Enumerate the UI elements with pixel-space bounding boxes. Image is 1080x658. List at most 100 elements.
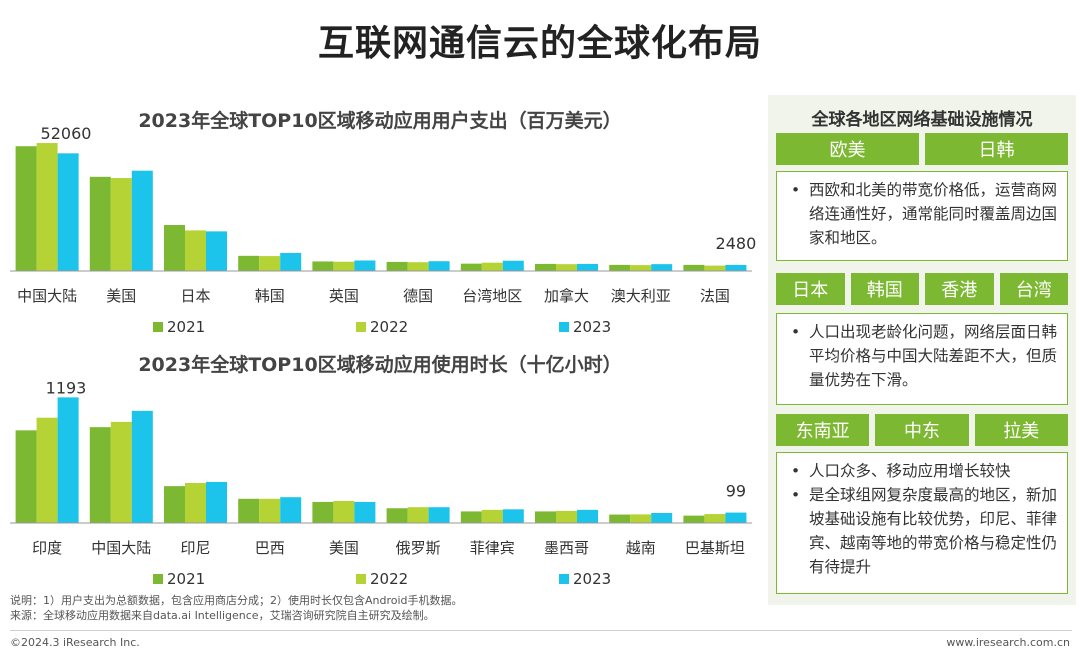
desc-east-asia: 人口出现老龄化问题，网络层面日韩平均价格与中国大陆差距不大，但质量优势在下滑。 — [776, 313, 1068, 405]
bar-series-2023 — [428, 261, 450, 271]
bar-series-2023 — [206, 231, 227, 271]
bar-series-2023 — [131, 170, 153, 271]
data-label-first: 1193 — [46, 378, 87, 397]
category-label: 印度 — [32, 539, 62, 557]
legend-label-series-2022: 2022 — [370, 318, 408, 336]
bar-series-2023 — [354, 501, 376, 523]
category-label: 澳大利亚 — [611, 287, 671, 305]
bar-series-2021 — [15, 146, 37, 271]
bar-series-2023 — [57, 153, 79, 271]
bar-series-2023 — [725, 264, 747, 271]
legend-label-series-2021: 2021 — [167, 570, 205, 588]
bar-series-2021 — [312, 261, 334, 271]
tag-hongkong: 香港 — [925, 273, 994, 305]
bar-series-2023 — [577, 263, 598, 271]
desc-point: 人口出现老龄化问题，网络层面日韩平均价格与中国大陆差距不大，但质量优势在下滑。 — [787, 320, 1057, 392]
footer-copyright: ©2024.3 iResearch Inc. — [10, 636, 140, 649]
desc-emerging: 人口众多、移动应用增长较快 是全球组网复杂度最高的地区，新加坡基础设施有比较优势… — [776, 452, 1068, 594]
bar-series-2021 — [238, 498, 260, 523]
tag-row-emerging: 东南亚 中东 拉美 — [776, 414, 1068, 446]
category-label: 德国 — [403, 287, 433, 305]
desc-europe-america: 西欧和北美的带宽价格低，运营商网络连通性好，通常能同时覆盖周边国家和地区。 — [776, 171, 1068, 261]
category-label: 俄罗斯 — [396, 539, 441, 557]
bar-series-2023 — [502, 509, 524, 523]
category-label: 加拿大 — [544, 287, 589, 305]
bar-series-2022 — [556, 264, 577, 271]
category-label: 菲律宾 — [470, 539, 515, 557]
legend-swatch-series-2022 — [356, 574, 366, 584]
bar-series-2022 — [407, 262, 429, 271]
bar-series-2022 — [630, 514, 652, 523]
bar-series-2022 — [630, 265, 652, 271]
bar-series-2021 — [89, 176, 111, 271]
bar-series-2021 — [15, 430, 37, 523]
category-label: 法国 — [700, 287, 730, 305]
bar-series-2022 — [259, 498, 281, 523]
chart-title-usage-time: 2023年全球TOP10区域移动应用使用时长（十亿小时） — [138, 354, 622, 376]
category-label: 越南 — [626, 539, 656, 557]
category-label: 巴西 — [255, 539, 285, 557]
category-label: 英国 — [329, 287, 359, 305]
data-label-last: 2480 — [716, 234, 757, 253]
bar-series-2022 — [36, 417, 58, 523]
desc-point: 是全球组网复杂度最高的地区，新加坡基础设施有比较优势，印尼、菲律宾、越南等地的带… — [787, 483, 1057, 579]
bar-series-2022 — [36, 143, 58, 271]
bar-series-2021 — [460, 263, 482, 271]
category-label: 中国大陆 — [91, 539, 151, 557]
bar-series-2023 — [280, 252, 302, 271]
usage-time-bar-chart: 印度 中国大陆 印尼 巴西 美国 俄罗斯 菲律宾 墨西哥 越南 巴基斯坦 1193 99 2021 202… — [10, 378, 752, 588]
bar-series-2023 — [280, 497, 302, 523]
tag-taiwan: 台湾 — [999, 273, 1068, 305]
bar-series-2021 — [89, 427, 111, 523]
infrastructure-panel: 全球各地区网络基础设施情况 欧美 日韩 西欧和北美的带宽价格低，运营商网络连通性… — [768, 95, 1076, 605]
bar-series-2022 — [110, 178, 132, 271]
bar-series-2022 — [259, 256, 281, 271]
bar-series-2023 — [577, 509, 598, 523]
tag-europe-america: 欧美 — [776, 133, 919, 165]
data-label-first: 52060 — [41, 124, 92, 143]
bar-series-2021 — [683, 515, 705, 523]
bar-series-2023 — [502, 260, 524, 271]
chart-title-user-spending: 2023年全球TOP10区域移动应用用户支出（百万美元） — [138, 110, 622, 132]
bar-series-2022 — [704, 265, 726, 271]
bar-series-2021 — [683, 264, 705, 271]
tag-japan: 日本 — [776, 273, 845, 305]
bar-series-2022 — [481, 509, 503, 523]
category-label: 日本 — [180, 287, 210, 305]
bar-series-2021 — [164, 486, 185, 523]
tag-latin-america: 拉美 — [974, 414, 1068, 446]
bar-series-2022 — [185, 230, 206, 271]
bar-series-2022 — [110, 421, 132, 523]
legend-swatch-series-2021 — [153, 322, 163, 332]
legend-swatch-series-2023 — [559, 322, 569, 332]
bar-series-2022 — [704, 514, 726, 523]
bar-series-2021 — [535, 263, 556, 271]
tag-row-europe-america: 欧美 日韩 — [776, 133, 1068, 165]
tag-middle-east: 中东 — [875, 414, 969, 446]
legend-label-series-2023: 2023 — [573, 318, 611, 336]
legend-label-series-2021: 2021 — [167, 318, 205, 336]
category-label: 美国 — [329, 539, 359, 557]
bar-series-2023 — [428, 507, 450, 523]
notes-explanation: 说明：1）用户支出为总额数据，包含应用商店分成；2）使用时长仅包含Android… — [10, 594, 463, 607]
desc-point: 人口众多、移动应用增长较快 — [787, 459, 1057, 483]
footer-website: www.iresearch.com.cn — [946, 636, 1070, 649]
tag-row-east-asia: 日本 韩国 香港 台湾 — [776, 273, 1068, 305]
bar-series-2021 — [386, 508, 408, 523]
bar-series-2021 — [238, 255, 260, 271]
category-label: 韩国 — [255, 287, 285, 305]
bar-series-2022 — [333, 500, 355, 523]
legend-swatch-series-2022 — [356, 322, 366, 332]
category-label: 中国大陆 — [17, 287, 77, 305]
bar-series-2023 — [651, 264, 673, 271]
bar-series-2021 — [535, 511, 556, 523]
bar-series-2023 — [354, 260, 376, 271]
bar-series-2023 — [725, 512, 747, 523]
footer-divider — [10, 630, 1072, 631]
desc-point: 西欧和北美的带宽价格低，运营商网络连通性好，通常能同时覆盖周边国家和地区。 — [787, 178, 1057, 250]
bar-series-2023 — [131, 410, 153, 523]
bar-series-2022 — [407, 507, 429, 523]
tag-japan-korea: 日韩 — [925, 133, 1068, 165]
category-label: 台湾地区 — [462, 287, 522, 305]
bar-series-2021 — [312, 501, 334, 523]
